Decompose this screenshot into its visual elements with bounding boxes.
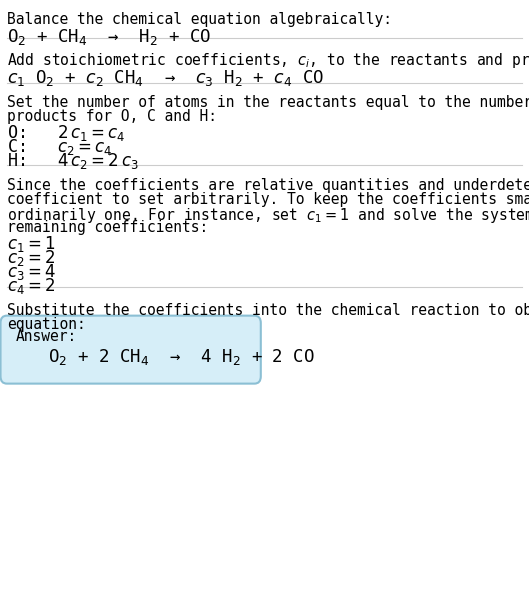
Text: Balance the chemical equation algebraically:: Balance the chemical equation algebraica… xyxy=(7,12,392,27)
Text: Since the coefficients are relative quantities and underdetermined, choose a: Since the coefficients are relative quan… xyxy=(7,178,529,193)
Text: H:   $4\,c_2 = 2\,c_3$: H: $4\,c_2 = 2\,c_3$ xyxy=(7,151,139,171)
Text: $c_1$ O$_2$ + $c_2$ CH$_4$  →  $c_3$ H$_2$ + $c_4$ CO: $c_1$ O$_2$ + $c_2$ CH$_4$ → $c_3$ H$_2$… xyxy=(7,68,324,88)
Text: Substitute the coefficients into the chemical reaction to obtain the balanced: Substitute the coefficients into the che… xyxy=(7,303,529,318)
Text: Answer:: Answer: xyxy=(16,329,77,344)
Text: remaining coefficients:: remaining coefficients: xyxy=(7,220,208,235)
Text: O$_2$ + CH$_4$  →  H$_2$ + CO: O$_2$ + CH$_4$ → H$_2$ + CO xyxy=(7,27,211,47)
Text: products for O, C and H:: products for O, C and H: xyxy=(7,109,217,124)
Text: equation:: equation: xyxy=(7,317,86,332)
Text: O:   $2\,c_1 = c_4$: O: $2\,c_1 = c_4$ xyxy=(7,123,125,143)
Text: $c_3 = 4$: $c_3 = 4$ xyxy=(7,262,56,282)
Text: Set the number of atoms in the reactants equal to the number of atoms in the: Set the number of atoms in the reactants… xyxy=(7,95,529,110)
Text: Add stoichiometric coefficients, $c_i$, to the reactants and products:: Add stoichiometric coefficients, $c_i$, … xyxy=(7,51,529,70)
Text: $c_1 = 1$: $c_1 = 1$ xyxy=(7,234,56,254)
Text: C:   $c_2 = c_4$: C: $c_2 = c_4$ xyxy=(7,137,112,157)
FancyBboxPatch shape xyxy=(1,316,261,384)
Text: $c_4 = 2$: $c_4 = 2$ xyxy=(7,276,56,296)
Text: coefficient to set arbitrarily. To keep the coefficients small, the arbitrary va: coefficient to set arbitrarily. To keep … xyxy=(7,192,529,207)
Text: ordinarily one. For instance, set $c_1 = 1$ and solve the system of equations fo: ordinarily one. For instance, set $c_1 =… xyxy=(7,206,529,225)
Text: O$_2$ + 2 CH$_4$  →  4 H$_2$ + 2 CO: O$_2$ + 2 CH$_4$ → 4 H$_2$ + 2 CO xyxy=(48,347,314,367)
Text: $c_2 = 2$: $c_2 = 2$ xyxy=(7,248,56,268)
